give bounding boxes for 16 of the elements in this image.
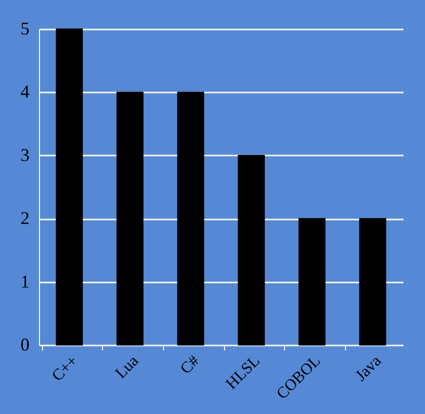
- y-tick-label: 1: [20, 271, 30, 292]
- x-tick-label: Java: [352, 352, 385, 385]
- y-tick-label: 5: [20, 18, 30, 38]
- bar: [238, 154, 265, 346]
- x-tick-label: C++: [49, 352, 82, 385]
- y-tick-label: 4: [20, 82, 30, 102]
- bar: [359, 218, 386, 346]
- y-tick-label: 3: [20, 144, 30, 165]
- x-tick-label: C#: [177, 352, 203, 378]
- y-tick-label: 0: [20, 334, 30, 354]
- bar: [177, 92, 204, 346]
- bar: [56, 28, 83, 346]
- x-tick-label: Lua: [112, 352, 142, 382]
- bar: [116, 92, 144, 346]
- bar: [298, 218, 326, 346]
- y-tick-label: 2: [20, 208, 30, 228]
